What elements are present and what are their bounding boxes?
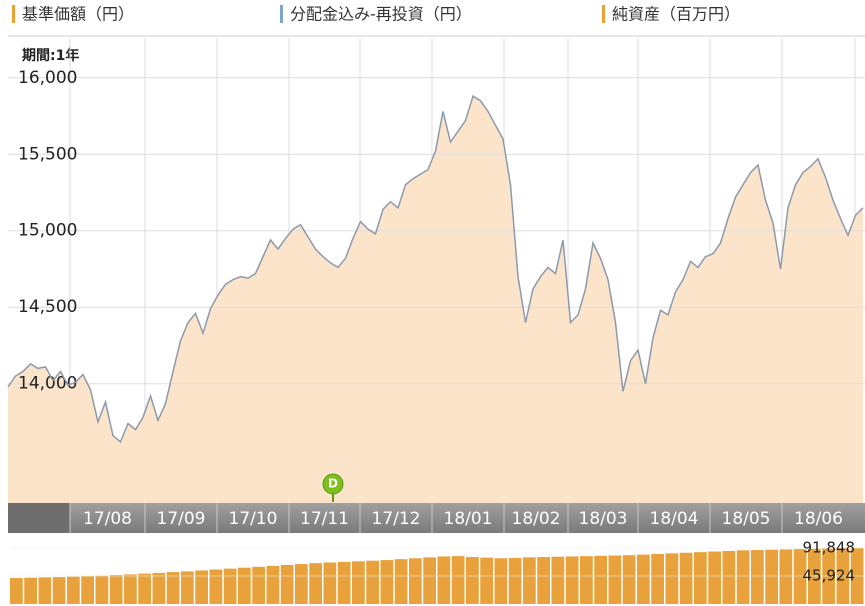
- y-tick-label: 15,500: [18, 144, 77, 164]
- net-asset-bar: [337, 561, 351, 604]
- net-asset-bar: [394, 559, 408, 604]
- net-asset-bar: [95, 575, 109, 604]
- net-asset-bar: [651, 553, 664, 604]
- net-asset-bar: [480, 557, 493, 604]
- net-asset-bar: [537, 557, 550, 604]
- month-label: 18/04: [650, 509, 699, 529]
- net-asset-bar: [295, 564, 308, 604]
- net-asset-bar: [409, 558, 422, 604]
- month-label: 18/03: [579, 509, 628, 529]
- net-asset-bar: [494, 558, 508, 604]
- price-area: [8, 96, 863, 503]
- marker-label: D: [328, 477, 338, 491]
- y-tick-label: 16,000: [18, 68, 77, 88]
- y-tick-label: 14,000: [18, 374, 77, 394]
- net-asset-bar: [551, 556, 565, 604]
- net-asset-bar: [138, 573, 151, 604]
- month-label: 17/10: [229, 509, 278, 529]
- net-asset-bar: [779, 549, 793, 604]
- month-label: 17/11: [300, 509, 349, 529]
- net-asset-bar: [52, 577, 66, 604]
- legend-label: 分配金込み-再投資（円）: [290, 5, 472, 24]
- net-asset-bar: [181, 571, 194, 604]
- net-asset-bar: [152, 572, 166, 604]
- net-asset-bar: [708, 551, 721, 604]
- net-asset-bar: [694, 552, 707, 604]
- net-asset-bar: [466, 557, 479, 604]
- net-asset-bar: [10, 578, 23, 604]
- net-asset-bar: [38, 577, 52, 604]
- net-asset-bar: [195, 570, 208, 604]
- legend-swatch: [602, 5, 605, 23]
- y-tick-label: 91,848: [803, 538, 856, 556]
- legend-swatch: [280, 5, 283, 23]
- net-asset-bar: [166, 572, 180, 604]
- net-asset-bar: [380, 560, 394, 604]
- legend-label: 基準価額（円）: [22, 5, 134, 24]
- net-asset-bar: [266, 565, 280, 604]
- net-asset-bar: [423, 557, 436, 604]
- month-label: 17/12: [372, 509, 421, 529]
- net-asset-bar: [523, 557, 536, 604]
- net-asset-bar: [24, 577, 37, 604]
- net-asset-bar: [309, 563, 322, 604]
- net-asset-bar: [223, 568, 237, 604]
- net-asset-bar: [124, 574, 137, 604]
- net-asset-bar: [594, 555, 607, 604]
- net-asset-bar: [323, 562, 337, 604]
- net-asset-bar: [608, 555, 622, 604]
- net-asset-bar: [508, 557, 522, 604]
- net-asset-bar: [238, 567, 251, 604]
- y-tick-label: 45,924: [803, 566, 856, 584]
- period-label: 期間:1年: [22, 47, 79, 64]
- price-line: [7, 94, 864, 444]
- month-label: 18/02: [512, 509, 561, 529]
- net-asset-bar: [622, 555, 636, 604]
- net-asset-bar: [451, 556, 465, 604]
- net-asset-bar: [67, 576, 80, 604]
- y-tick-label: 15,000: [18, 221, 77, 241]
- month-label: 17/08: [83, 509, 132, 529]
- net-asset-bar: [751, 550, 764, 604]
- net-asset-bar: [665, 553, 679, 604]
- net-asset-bar: [252, 566, 265, 604]
- net-asset-bar: [736, 550, 750, 604]
- net-asset-bar: [437, 556, 451, 604]
- month-bar: [8, 503, 865, 533]
- net-asset-bar: [209, 569, 223, 604]
- net-asset-bar: [81, 576, 94, 604]
- net-asset-bar: [366, 560, 379, 604]
- net-asset-bar: [722, 550, 736, 604]
- net-asset-bar: [679, 552, 693, 604]
- net-asset-bar: [280, 564, 294, 604]
- net-asset-bar: [580, 556, 593, 604]
- month-bar-start: [8, 503, 70, 533]
- month-label: 18/01: [444, 509, 493, 529]
- y-tick-label: 14,500: [18, 297, 77, 317]
- month-label: 17/09: [157, 509, 206, 529]
- net-asset-bar: [637, 554, 650, 604]
- month-label: 18/05: [722, 509, 771, 529]
- net-asset-bar: [109, 575, 123, 604]
- legend-swatch: [12, 5, 15, 23]
- marker-pin: [322, 473, 344, 495]
- legend-label: 純資産（百万円）: [612, 5, 740, 24]
- net-asset-bar: [793, 549, 807, 604]
- month-label: 18/06: [794, 509, 843, 529]
- net-asset-bar: [352, 561, 365, 604]
- net-asset-bar: [565, 556, 579, 604]
- net-asset-bar: [765, 549, 778, 604]
